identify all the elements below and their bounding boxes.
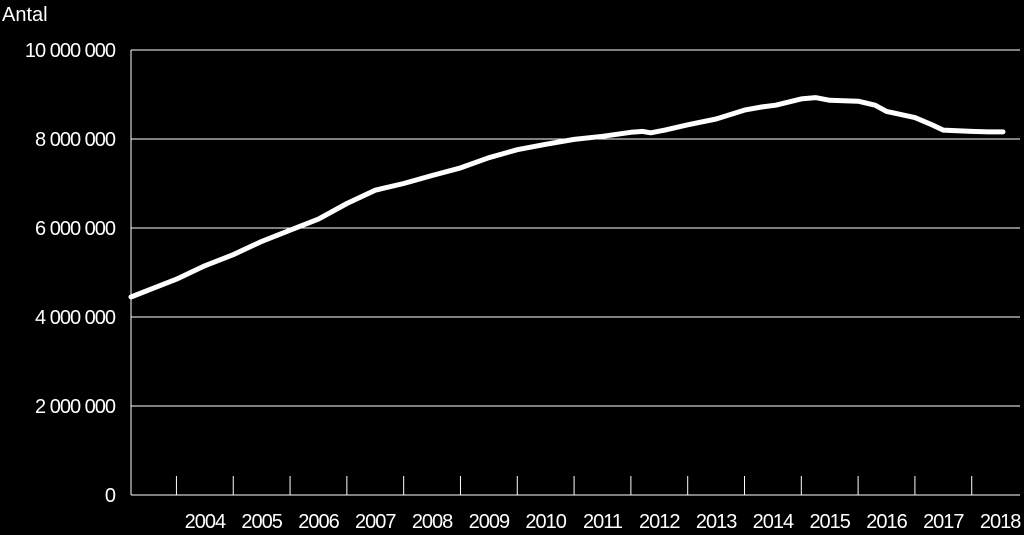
x-tick-label: 2007 bbox=[355, 511, 396, 533]
x-tick-label: 2015 bbox=[809, 511, 850, 533]
gridlines bbox=[131, 49, 1020, 407]
y-tick-label: 4 000 000 bbox=[35, 307, 116, 329]
x-tick-label: 2014 bbox=[753, 511, 794, 533]
y-tick-label: 8 000 000 bbox=[35, 129, 116, 151]
x-tick-labels: 2004 2005 2006 2007 2008 2009 2010 2011 2012 2013… bbox=[175, 476, 1022, 533]
x-tick-label: 2012 bbox=[639, 511, 680, 533]
y-tick-label: 10 000 000 bbox=[25, 40, 116, 62]
axes bbox=[130, 50, 1020, 496]
x-tick-label: 2010 bbox=[525, 511, 566, 533]
x-tick-label: 2017 bbox=[923, 511, 964, 533]
x-tick-label: 2016 bbox=[866, 511, 907, 533]
x-tick-label: 2004 bbox=[185, 511, 226, 533]
y-tick-label: 2 000 000 bbox=[35, 396, 116, 418]
x-tick-label: 2008 bbox=[412, 511, 453, 533]
x-tick-label: 2009 bbox=[469, 511, 510, 533]
x-tick-label: 2011 bbox=[583, 511, 623, 533]
x-tick-label: 2013 bbox=[696, 511, 737, 533]
x-tick-label: 2018 bbox=[980, 511, 1021, 533]
y-axis-label: Antal bbox=[2, 4, 48, 26]
y-tick-label: 0 bbox=[105, 485, 116, 507]
x-tick-label: 2005 bbox=[241, 511, 282, 533]
y-tick-labels: 0 2 000 000 4 000 000 6 000 000 8 000 000 10 … bbox=[25, 40, 117, 507]
y-tick-label: 6 000 000 bbox=[35, 218, 116, 240]
x-tick-label: 2006 bbox=[298, 511, 339, 533]
series-line bbox=[128, 95, 1006, 300]
